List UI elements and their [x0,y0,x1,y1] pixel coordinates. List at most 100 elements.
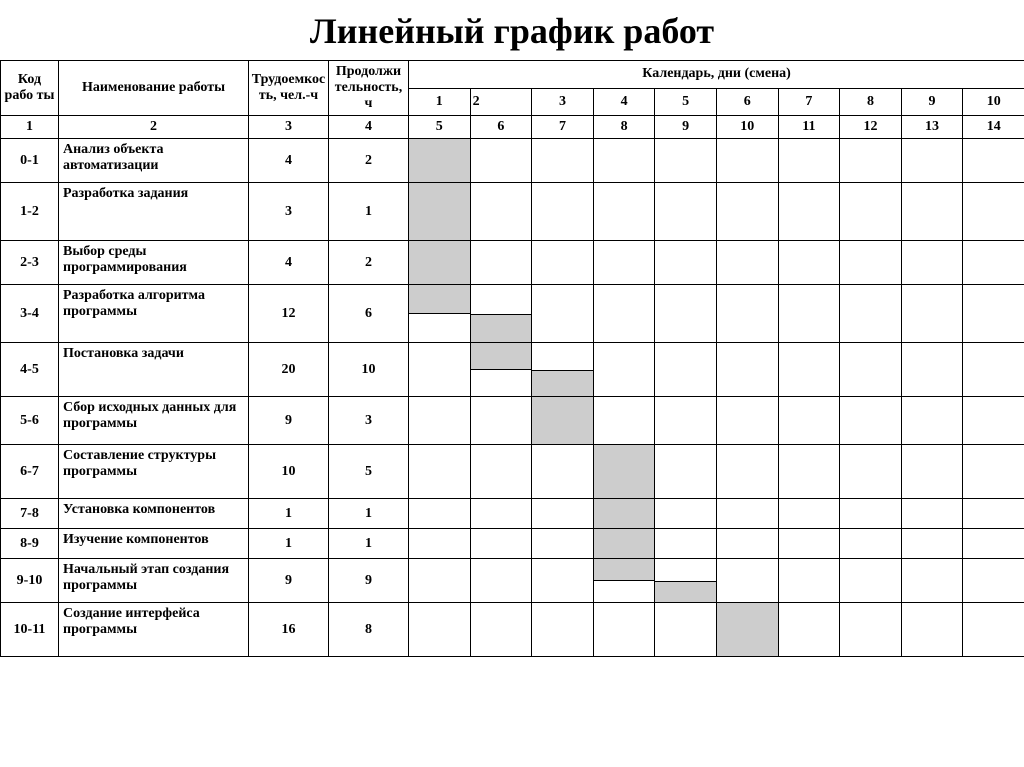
col-number: 14 [963,116,1024,139]
cell-labor: 16 [249,603,329,657]
table-row: 4-5Постановка задачи2010 [1,343,1024,397]
hdr-day: 5 [655,88,717,116]
cell-day [409,241,471,285]
cell-name: Выбор среды программирования [59,241,249,285]
cell-day [963,139,1024,183]
cell-day [901,445,963,499]
cell-day [655,445,717,499]
cell-day [963,499,1024,529]
cell-day [840,139,902,183]
cell-day [901,499,963,529]
cell-name: Составление структуры программы [59,445,249,499]
hdr-day: 3 [532,88,594,116]
cell-day [593,559,655,603]
cell-day [470,139,532,183]
page-title: Линейный график работ [0,10,1024,52]
cell-day [470,529,532,559]
cell-code: 6-7 [1,445,59,499]
cell-day [716,499,778,529]
table-row: 2-3Выбор среды программирования42 [1,241,1024,285]
cell-day [593,603,655,657]
cell-day [655,397,717,445]
cell-duration: 3 [329,397,409,445]
col-number: 3 [249,116,329,139]
cell-day [593,241,655,285]
cell-duration: 2 [329,241,409,285]
col-number: 8 [593,116,655,139]
cell-name: Постановка задачи [59,343,249,397]
table-row: 6-7Составление структуры программы105 [1,445,1024,499]
cell-name: Изучение компонентов [59,529,249,559]
cell-name: Создание интерфейса программы [59,603,249,657]
cell-day [840,445,902,499]
cell-code: 9-10 [1,559,59,603]
cell-day [778,603,840,657]
cell-day [409,343,471,397]
cell-day [655,139,717,183]
cell-day [963,241,1024,285]
cell-duration: 9 [329,559,409,603]
cell-day [655,183,717,241]
cell-day [409,397,471,445]
cell-day [593,183,655,241]
cell-day [593,529,655,559]
cell-day [716,603,778,657]
cell-labor: 9 [249,559,329,603]
cell-labor: 4 [249,241,329,285]
cell-code: 0-1 [1,139,59,183]
col-number: 12 [840,116,902,139]
cell-day [840,559,902,603]
hdr-day: 2 [470,88,532,116]
cell-day [470,241,532,285]
col-number: 1 [1,116,59,139]
cell-day [716,285,778,343]
cell-code: 5-6 [1,397,59,445]
cell-day [532,397,594,445]
cell-day [901,529,963,559]
cell-duration: 1 [329,529,409,559]
cell-day [532,285,594,343]
hdr-name: Наименование работы [59,61,249,116]
cell-duration: 6 [329,285,409,343]
cell-code: 7-8 [1,499,59,529]
cell-day [655,343,717,397]
cell-day [716,139,778,183]
cell-day [409,559,471,603]
cell-name: Анализ объекта автоматизации [59,139,249,183]
cell-day [963,183,1024,241]
cell-day [840,241,902,285]
cell-name: Разработка алгоритма программы [59,285,249,343]
cell-day [409,183,471,241]
cell-day [840,529,902,559]
cell-labor: 10 [249,445,329,499]
cell-day [409,499,471,529]
cell-day [532,445,594,499]
cell-day [470,603,532,657]
cell-day [532,343,594,397]
col-number: 4 [329,116,409,139]
col-number: 6 [470,116,532,139]
cell-day [655,285,717,343]
cell-day [901,139,963,183]
cell-name: Установка компонентов [59,499,249,529]
cell-day [716,183,778,241]
cell-duration: 1 [329,183,409,241]
table-row: 8-9Изучение компонентов11 [1,529,1024,559]
cell-day [840,603,902,657]
hdr-day: 8 [840,88,902,116]
cell-day [593,343,655,397]
cell-name: Разработка задания [59,183,249,241]
hdr-day: 1 [409,88,471,116]
hdr-day: 7 [778,88,840,116]
cell-day [409,139,471,183]
cell-day [532,603,594,657]
cell-name: Сбор исходных данных для программы [59,397,249,445]
cell-day [840,397,902,445]
cell-day [778,529,840,559]
cell-day [716,343,778,397]
cell-day [532,183,594,241]
cell-day [778,397,840,445]
cell-day [778,559,840,603]
cell-day [470,499,532,529]
cell-day [409,603,471,657]
